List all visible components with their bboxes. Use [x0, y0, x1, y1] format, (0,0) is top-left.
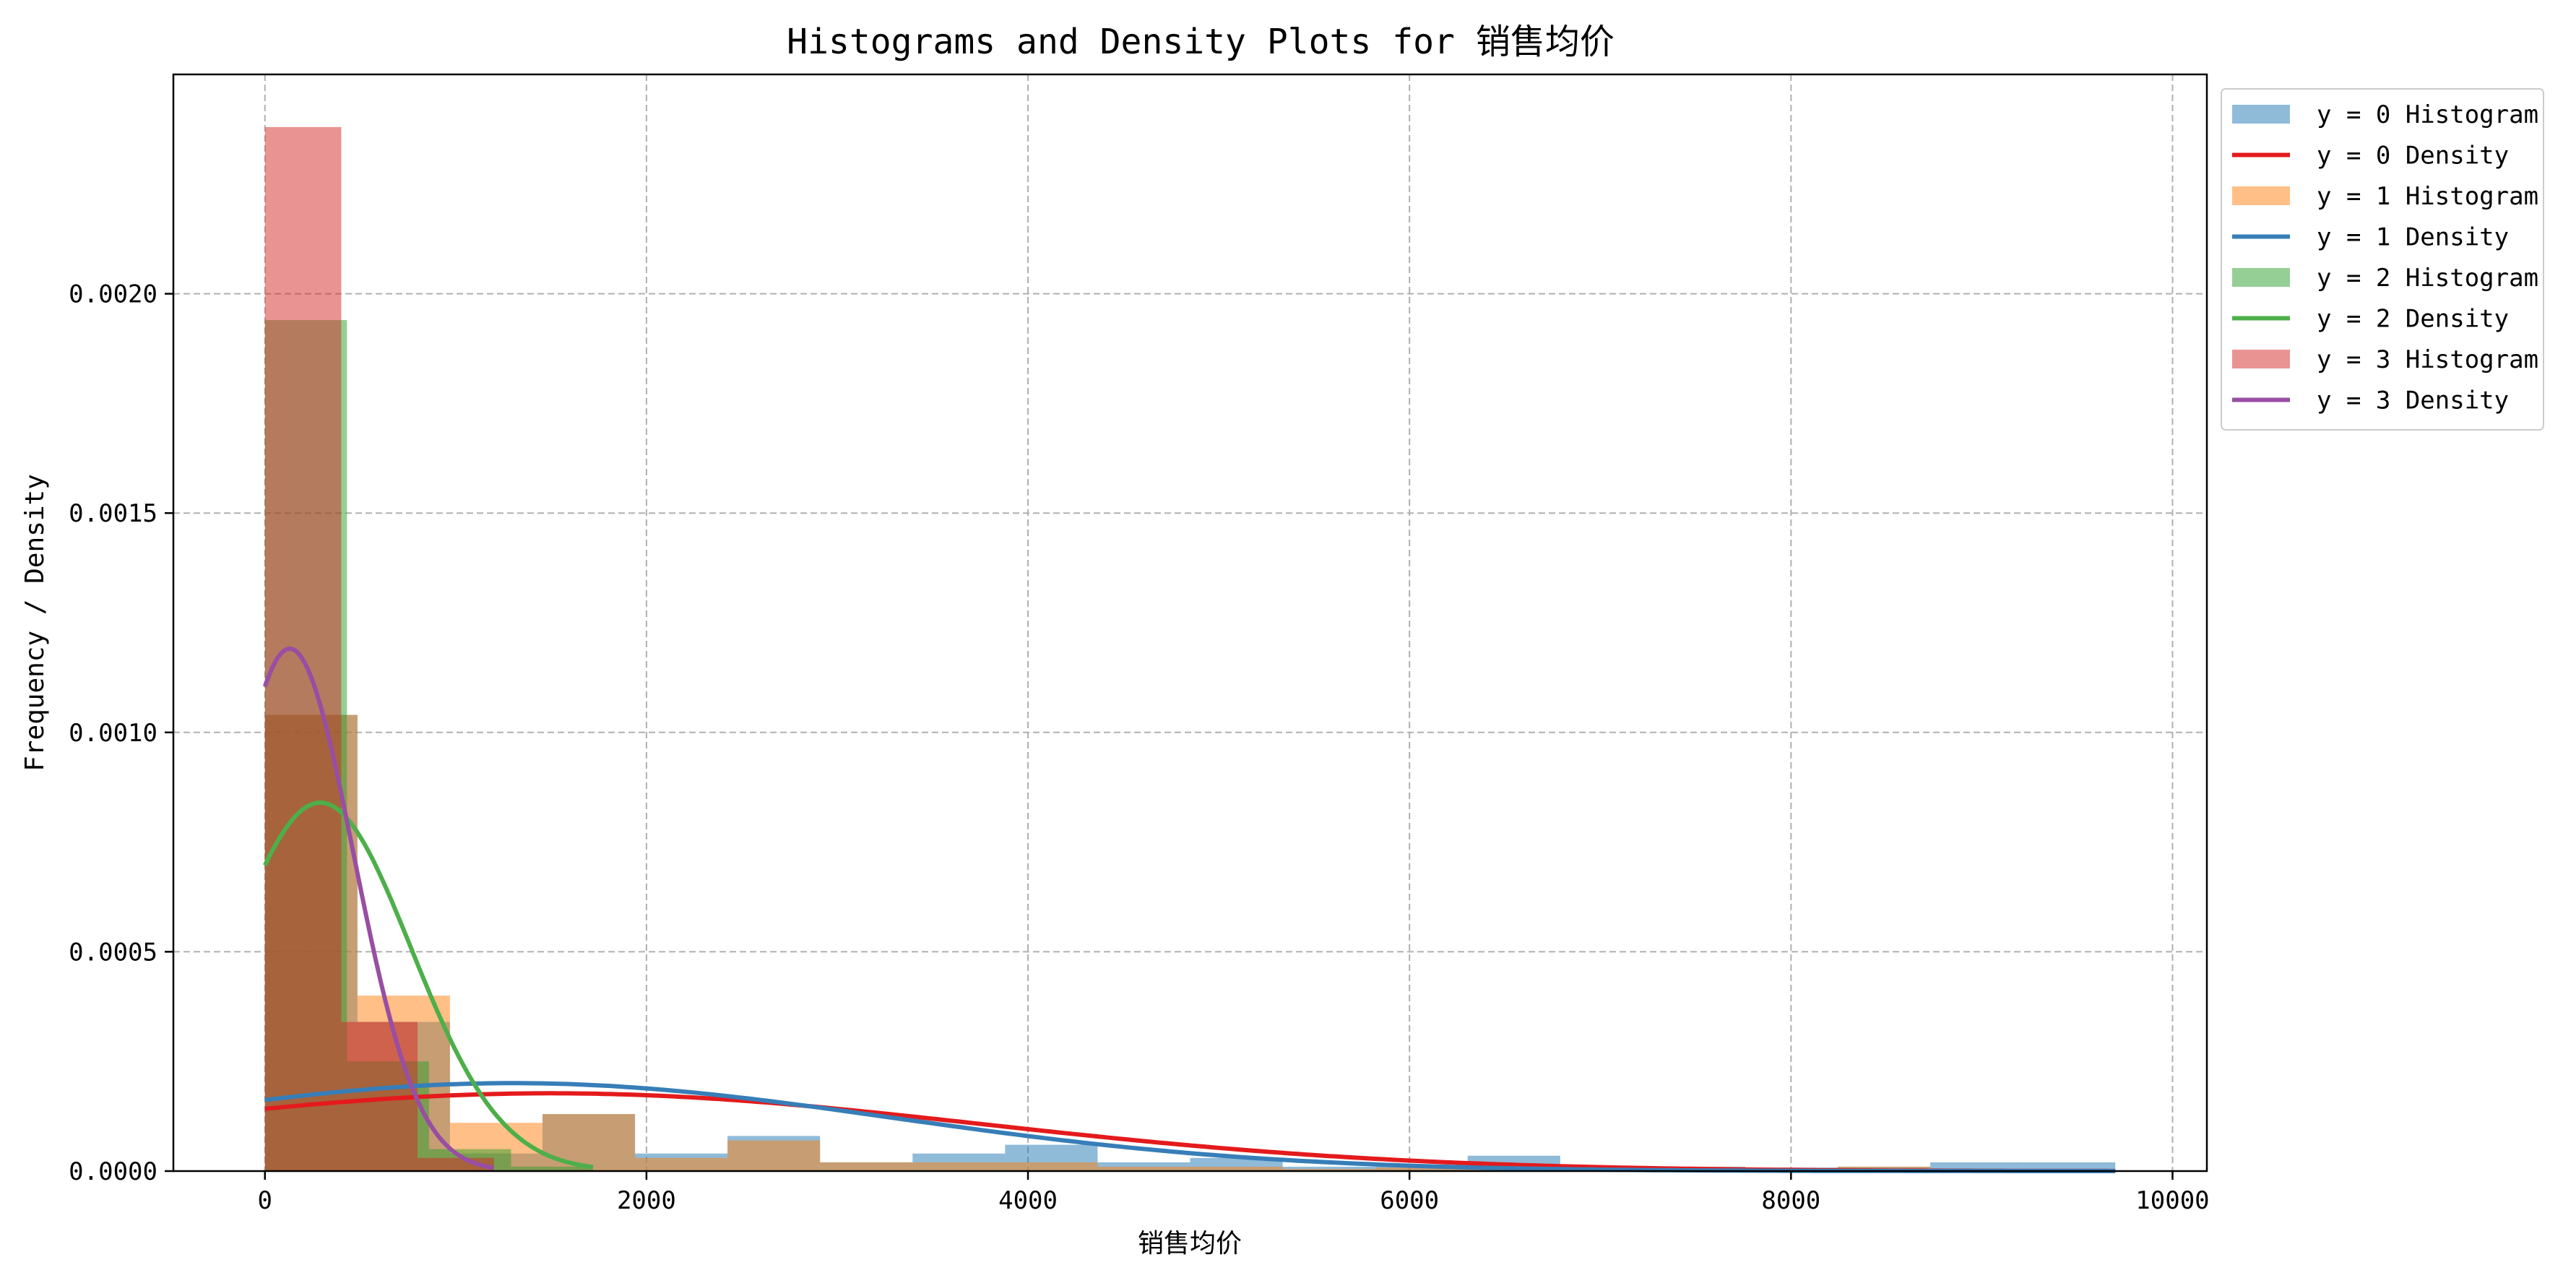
- legend-item: y = 0 Density: [2232, 142, 2509, 170]
- histogram-bar: [820, 1162, 913, 1171]
- histogram-bar: [727, 1140, 821, 1171]
- legend-label: y = 0 Histogram: [2317, 100, 2538, 129]
- histogram-bar: [264, 126, 342, 1171]
- legend-swatch: [2232, 350, 2290, 368]
- density-line-3: [262, 646, 496, 1170]
- legend-item: y = 2 Histogram: [2232, 264, 2538, 293]
- histogram-bar: [1097, 1166, 1190, 1171]
- legend-item: y = 1 Histogram: [2232, 182, 2538, 211]
- x-axis-ticks: 0 2000 4000 6000 8000 10000: [258, 1171, 2210, 1215]
- y-axis-label: Frequency / Density: [20, 474, 50, 772]
- histogram-bar: [1190, 1166, 1283, 1171]
- histogram-bar: [912, 1162, 1006, 1171]
- legend-label: y = 2 Density: [2317, 305, 2509, 334]
- x-tick-label: 10000: [2135, 1186, 2209, 1215]
- legend-label: y = 1 Density: [2317, 223, 2509, 252]
- x-axis-label: 销售均价: [1138, 1229, 1242, 1258]
- x-tick-label: 0: [258, 1186, 272, 1215]
- legend-item: y = 1 Density: [2232, 223, 2509, 252]
- legend: y = 0 Histogram y = 0 Density y = 1 Histog…: [2221, 88, 2544, 431]
- histogram-bar: [542, 1114, 636, 1171]
- y-tick-label: 0.0005: [69, 938, 157, 967]
- histogram-series-3: [264, 126, 494, 1171]
- legend-item: y = 3 Histogram: [2232, 345, 2538, 374]
- legend-swatch: [2232, 268, 2290, 287]
- histogram-bar: [1282, 1168, 1375, 1171]
- legend-label: y = 3 Density: [2317, 387, 2509, 415]
- histogram-bar: [1375, 1167, 1468, 1171]
- legend-label: y = 1 Histogram: [2317, 182, 2538, 211]
- plot-frame: [172, 73, 2208, 1173]
- legend-label: y = 2 Histogram: [2317, 264, 2538, 293]
- legend-label: y = 0 Density: [2317, 142, 2509, 170]
- x-tick-label: 2000: [617, 1186, 676, 1215]
- y-tick-label: 0.0020: [69, 280, 157, 309]
- x-tick-label: 8000: [1761, 1186, 1820, 1215]
- histogram-bar: [511, 1166, 593, 1171]
- legend-swatch: [2232, 186, 2290, 205]
- legend-item: y = 2 Density: [2232, 305, 2509, 334]
- chart-title: Histograms and Density Plots for 销售均价: [787, 22, 1615, 62]
- legend-item: y = 3 Density: [2232, 387, 2509, 415]
- x-tick-label: 6000: [1380, 1186, 1439, 1215]
- y-tick-label: 0.0000: [69, 1157, 157, 1186]
- legend-swatch: [2232, 105, 2290, 124]
- histogram-bar: [635, 1157, 728, 1171]
- y-tick-label: 0.0015: [69, 499, 157, 528]
- y-axis-ticks: 0.0000 0.0005 0.0010 0.0015 0.0020: [69, 280, 173, 1186]
- legend-frame: [2221, 88, 2544, 431]
- histogram-bar: [1005, 1162, 1098, 1171]
- x-tick-label: 4000: [998, 1186, 1058, 1215]
- y-tick-label: 0.0010: [69, 719, 157, 748]
- legend-item: y = 0 Histogram: [2232, 100, 2538, 129]
- density-line-2: [263, 800, 595, 1170]
- legend-label: y = 3 Histogram: [2317, 345, 2538, 374]
